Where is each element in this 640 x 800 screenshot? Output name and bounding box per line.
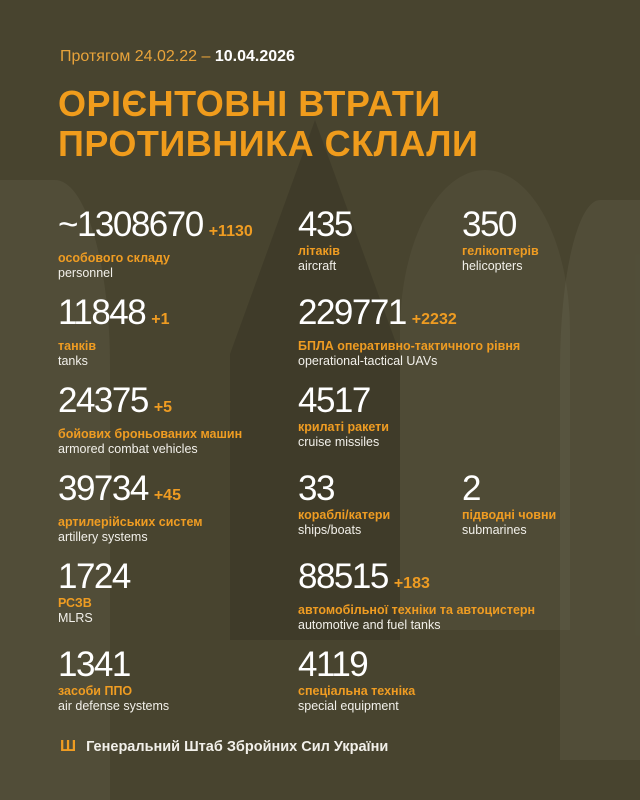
stat-label-ua: особового складу — [58, 251, 171, 265]
stat-artillery: 39734 +45 артилерійських систем artillery… — [58, 471, 203, 545]
stat-label-ua: автомобільної техніки та автоцистерн — [298, 603, 536, 617]
stat-label-en: artillery systems — [58, 530, 148, 544]
period-prefix: Протягом 24.02.22 – — [60, 48, 211, 65]
footer-text: Генеральний Штаб Збройних Сил України — [86, 739, 389, 755]
stat-delta: +1130 — [208, 223, 253, 240]
footer: Ш Генеральний Штаб Збройних Сил України — [60, 738, 388, 756]
period-end: 10.04.2026 — [214, 48, 295, 65]
stat-delta: +183 — [393, 575, 430, 592]
stat-value: 229771 +2232 — [298, 295, 520, 338]
stat-helicopters: 350 гелікоптерів helicopters — [462, 207, 539, 274]
stat-label-en: aircraft — [298, 259, 337, 273]
stat-label-en: helicopters — [462, 259, 523, 273]
stat-label-ua: кораблі/катери — [298, 508, 391, 522]
stat-uavs: 229771 +2232 БПЛА оперативно-тактичного р… — [298, 295, 521, 369]
stat-label-ua: засоби ППО — [58, 684, 133, 698]
stat-ships: 33 кораблі/катери ships/boats — [298, 471, 391, 538]
trident-icon: Ш — [60, 738, 77, 755]
stat-value: 2 — [462, 471, 556, 507]
stat-label-ua: БПЛА оперативно-тактичного рівня — [298, 339, 521, 353]
stat-number: 1724 — [58, 557, 131, 596]
stat-label-en: tanks — [58, 354, 88, 368]
stat-label-ua: крилаті ракети — [298, 420, 389, 434]
page-title: ОРІЄНТОВНІ ВТРАТИ ПРОТИВНИКА СКЛАЛИ — [58, 84, 478, 164]
stat-number: 33 — [298, 469, 335, 508]
title-line-1: ОРІЄНТОВНІ ВТРАТИ — [58, 83, 441, 124]
stat-number: ~1308670 — [58, 205, 204, 244]
stat-label-en: operational-tactical UAVs — [298, 354, 438, 368]
stat-tanks: 11848 +1 танків tanks — [58, 295, 169, 369]
stat-delta: +5 — [153, 399, 173, 416]
stat-automotive: 88515 +183 автомобільної техніки та автоц… — [298, 559, 536, 633]
stat-personnel: ~1308670 +1130 особового складу personnel — [58, 207, 253, 281]
stat-label-en: air defense systems — [58, 699, 170, 713]
stat-label-ua: літаків — [298, 244, 340, 258]
stat-value: 11848 +1 — [58, 295, 169, 338]
stat-armored-vehicles: 24375 +5 бойових броньованих машин armore… — [58, 383, 243, 457]
stat-number: 11848 — [58, 293, 147, 332]
stat-value: 88515 +183 — [298, 559, 535, 602]
stat-aircraft: 435 літаків aircraft — [298, 205, 353, 274]
stat-value: 350 — [462, 207, 539, 243]
stat-label-en: cruise missiles — [298, 435, 380, 449]
stat-label-en: armored combat vehicles — [58, 442, 198, 456]
stat-label-en: MLRS — [58, 611, 93, 625]
bg-shape — [560, 200, 640, 760]
stat-mlrs: 1724 РСЗВ MLRS — [58, 557, 131, 626]
stat-value: 435 — [298, 205, 353, 244]
stat-label-ua: РСЗВ — [58, 596, 92, 610]
stat-value: 4119 — [298, 647, 415, 683]
stat-number: 350 — [462, 205, 517, 244]
stat-number: 4517 — [298, 381, 371, 420]
stat-label-ua: гелікоптерів — [462, 244, 539, 258]
stat-label-en: automotive and fuel tanks — [298, 618, 441, 632]
stat-value: 24375 +5 — [58, 383, 242, 426]
stat-air-defense: 1341 засоби ППО air defense systems — [58, 647, 170, 714]
stat-number: 435 — [298, 205, 353, 244]
stat-label-en: submarines — [462, 523, 527, 537]
stat-label-en: ships/boats — [298, 523, 362, 537]
stat-label-en: special equipment — [298, 699, 399, 713]
stat-value: ~1308670 +1130 — [58, 207, 253, 250]
stat-label-en: personnel — [58, 266, 113, 280]
stat-delta: +45 — [153, 487, 181, 504]
bg-shape — [0, 180, 110, 800]
stat-delta: +1 — [151, 311, 170, 328]
title-line-2: ПРОТИВНИКА СКЛАЛИ — [58, 123, 479, 164]
stat-number: 2 — [462, 469, 481, 508]
stat-number: 24375 — [58, 381, 149, 420]
stat-value: 33 — [298, 471, 390, 507]
stat-number: 39734 — [58, 469, 149, 508]
stat-label-ua: танків — [58, 339, 97, 353]
stat-label-ua: артилерійських систем — [58, 515, 203, 529]
stat-value: 4517 — [298, 383, 389, 419]
stat-number: 1341 — [58, 645, 131, 684]
stat-value: 39734 +45 — [58, 471, 203, 514]
bg-shape — [400, 170, 570, 630]
stat-label-ua: бойових броньованих машин — [58, 427, 243, 441]
stat-value: 1724 — [58, 557, 131, 596]
stat-number: 88515 — [298, 557, 389, 596]
stat-number: 229771 — [298, 293, 407, 332]
period: Протягом 24.02.22 – 10.04.2026 — [60, 48, 295, 66]
stat-number: 4119 — [298, 645, 369, 684]
stat-label-ua: спеціальна техніка — [298, 684, 416, 698]
stat-delta: +2232 — [411, 311, 457, 328]
stat-value: 1341 — [58, 647, 169, 683]
stat-submarines: 2 підводні човни submarines — [462, 471, 557, 538]
stat-special-equipment: 4119 спеціальна техніка special equipmen… — [298, 647, 416, 714]
stat-label-ua: підводні човни — [462, 508, 557, 522]
stat-cruise-missiles: 4517 крилаті ракети cruise missiles — [298, 383, 389, 450]
